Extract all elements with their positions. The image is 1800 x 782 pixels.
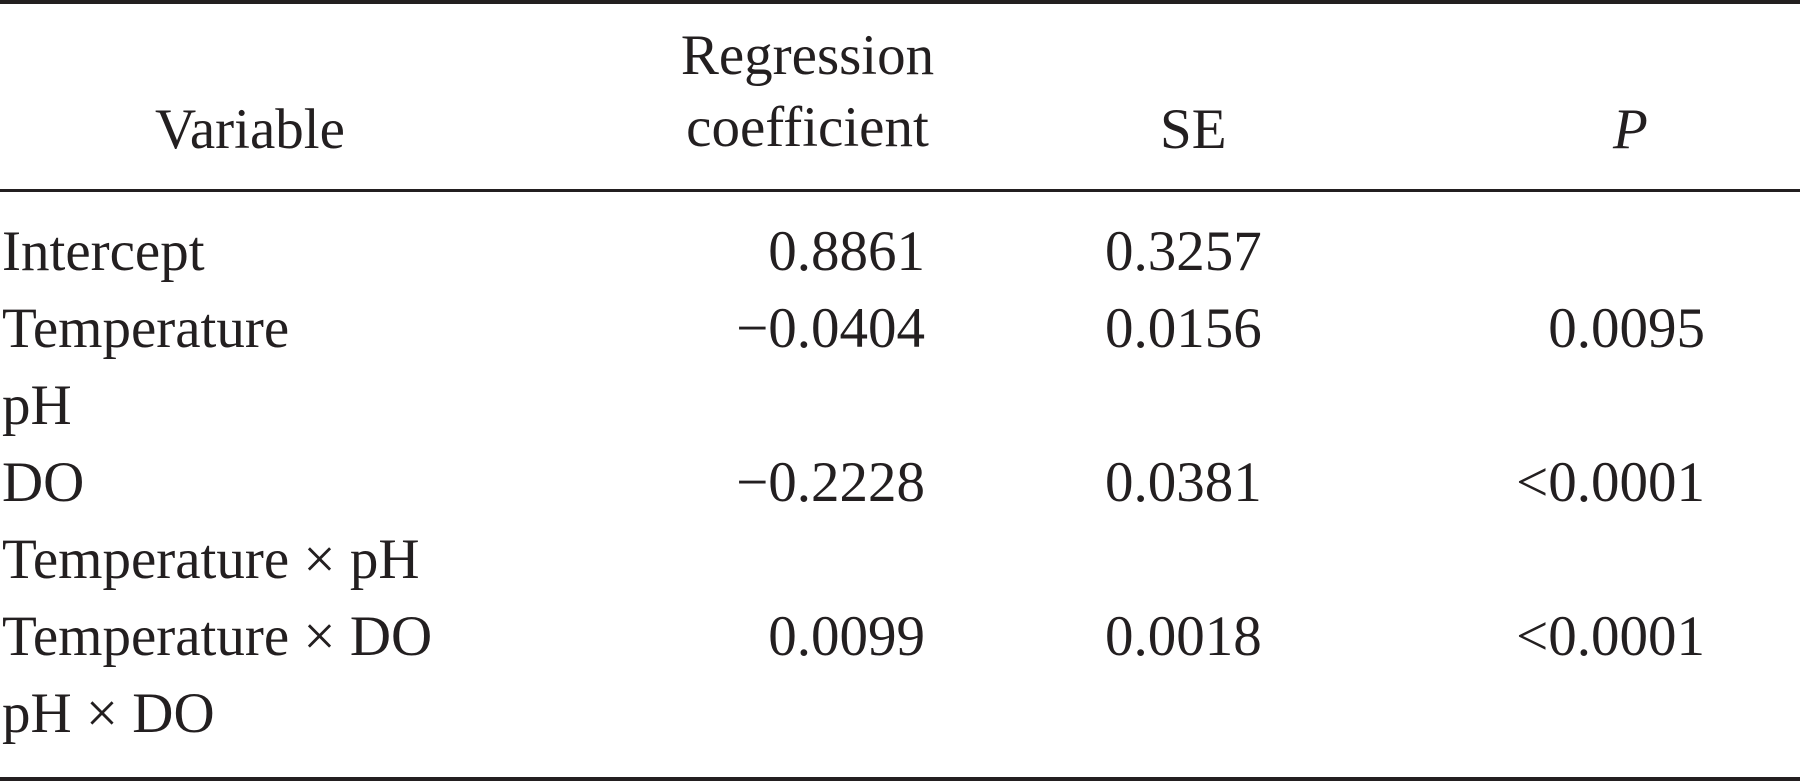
bottom-rule xyxy=(0,777,1800,781)
cell-variable: pH xyxy=(2,374,72,437)
cell-coefficient: −0.2228 xyxy=(736,451,925,514)
header-coefficient-line1: Regression xyxy=(680,24,935,87)
table-row: pH × DO xyxy=(0,675,1800,752)
cell-coefficient: −0.0404 xyxy=(736,297,925,360)
table-row: Temperature × pH xyxy=(0,521,1800,598)
table-row: Intercept 0.8861 0.3257 xyxy=(0,213,1800,290)
table-row: Temperature × DO 0.0099 0.0018 <0.0001 xyxy=(0,598,1800,675)
top-rule xyxy=(0,0,1800,4)
cell-variable: Temperature xyxy=(2,297,290,360)
cell-p: 0.0095 xyxy=(1548,297,1705,360)
header-p: P xyxy=(1613,98,1648,161)
header-se: SE xyxy=(1160,98,1227,161)
table-row: DO −0.2228 0.0381 <0.0001 xyxy=(0,444,1800,521)
cell-p: <0.0001 xyxy=(1516,605,1705,668)
cell-p: <0.0001 xyxy=(1516,451,1705,514)
cell-variable: DO xyxy=(2,451,85,514)
cell-variable: pH × DO xyxy=(2,682,215,745)
cell-coefficient: 0.0099 xyxy=(768,605,925,668)
cell-coefficient: 0.8861 xyxy=(768,220,925,283)
cell-variable: Temperature × DO xyxy=(2,605,433,668)
cell-variable: Temperature × pH xyxy=(2,528,420,591)
cell-se: 0.3257 xyxy=(1105,220,1262,283)
header-variable: Variable xyxy=(155,98,345,161)
header-coefficient-line2: coefficient xyxy=(686,96,929,159)
cell-variable: Intercept xyxy=(2,220,205,283)
cell-se: 0.0156 xyxy=(1105,297,1262,360)
cell-se: 0.0381 xyxy=(1105,451,1262,514)
cell-se: 0.0018 xyxy=(1105,605,1262,668)
table-row: Temperature −0.0404 0.0156 0.0095 xyxy=(0,290,1800,367)
header-rule xyxy=(0,189,1800,192)
header-regression-coefficient: Regression coefficient xyxy=(650,20,965,164)
table-row: pH xyxy=(0,367,1800,444)
